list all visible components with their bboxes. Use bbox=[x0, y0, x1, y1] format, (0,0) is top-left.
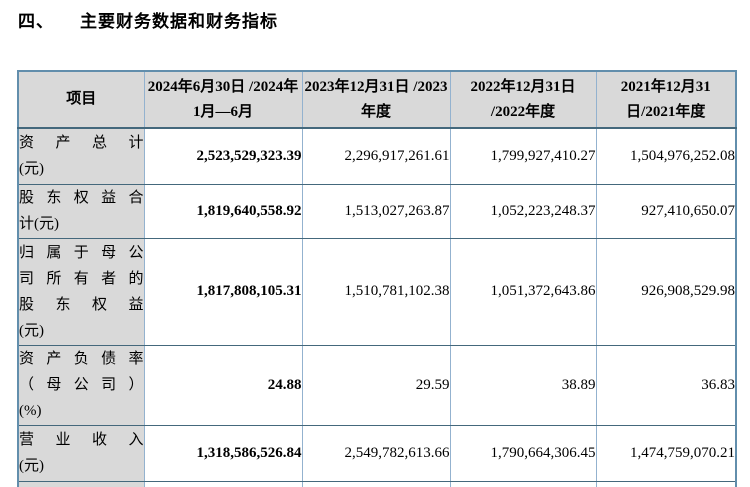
row-label-cell: 营业收入 (元) bbox=[17, 424, 145, 482]
section-title-text: 主要财务数据和财务指标 bbox=[80, 12, 278, 31]
value-cell: 38.89 bbox=[449, 344, 597, 426]
value-cell: 1,510,781,102.38 bbox=[301, 237, 451, 346]
row-label-line: 资产总计 bbox=[19, 135, 144, 152]
financial-table: 项目 2024年6月30日 /2024年1月—6月 2023年12月31日 /2… bbox=[17, 70, 737, 487]
table-row-total-equity: 股东权益合 计(元) 1,819,640,558.92 1,513,027,26… bbox=[17, 183, 737, 239]
table-row-revenue: 营业收入 (元) 1,318,586,526.84 2,549,782,613.… bbox=[17, 424, 737, 482]
header-line: 2022年12月31日 bbox=[470, 78, 576, 95]
row-label-line: （母公司） bbox=[19, 377, 144, 393]
table-row-parent-equity: 归属于母公 司所有者的 股东权益 (元) 1,817,808,105.31 1,… bbox=[17, 237, 737, 346]
value-cell bbox=[449, 480, 597, 487]
value-cell: 1,318,586,526.84 bbox=[143, 424, 303, 482]
column-header-2022: 2022年12月31日 /2022年度 bbox=[449, 70, 597, 129]
value-cell: 2,296,917,261.61 bbox=[301, 127, 451, 185]
table-row-debt-ratio: 资产负债率 （母公司） (%) 24.88 29.59 38.89 36.83 bbox=[17, 344, 737, 426]
column-header-2024: 2024年6月30日 /2024年1月—6月 bbox=[143, 70, 303, 129]
row-label-line: 司所有者的 bbox=[19, 270, 144, 287]
value-cell: 1,817,808,105.31 bbox=[143, 237, 303, 346]
value-cell: 29.59 bbox=[301, 344, 451, 426]
header-line: 日/2021年度 bbox=[626, 103, 706, 120]
header-row: 项目 2024年6月30日 /2024年1月—6月 2023年12月31日 /2… bbox=[17, 70, 737, 129]
value-cell: 927,410,650.07 bbox=[595, 183, 737, 239]
row-label-line: 计(元) bbox=[19, 216, 59, 232]
value-cell: 1,504,976,252.08 bbox=[595, 127, 737, 185]
value-cell: 1,474,759,070.21 bbox=[595, 424, 737, 482]
table-row-partial bbox=[17, 480, 737, 487]
row-label-line: 归属于母公 bbox=[19, 244, 144, 261]
value-cell: 2,549,782,613.66 bbox=[301, 424, 451, 482]
row-label-line: (%) bbox=[19, 403, 42, 419]
value-cell: 1,052,223,248.37 bbox=[449, 183, 597, 239]
column-header-2023: 2023年12月31日 /2023年度 bbox=[301, 70, 451, 129]
value-cell: 1,799,927,410.27 bbox=[449, 127, 597, 185]
value-cell: 1,790,664,306.45 bbox=[449, 424, 597, 482]
value-cell: 926,908,529.98 bbox=[595, 237, 737, 346]
row-label-line: 股东权益 bbox=[19, 296, 144, 313]
row-label-cell: 资产负债率 （母公司） (%) bbox=[17, 344, 145, 426]
value-cell: 1,051,372,643.86 bbox=[449, 237, 597, 346]
value-cell bbox=[143, 480, 303, 487]
value-cell bbox=[595, 480, 737, 487]
row-label-cell: 股东权益合 计(元) bbox=[17, 183, 145, 239]
header-line: 2024年6月30日 bbox=[147, 78, 246, 95]
row-label-line: 股东权益合 bbox=[19, 190, 144, 206]
row-label-line: (元) bbox=[19, 161, 44, 178]
value-cell bbox=[301, 480, 451, 487]
row-label-line: (元) bbox=[19, 458, 44, 474]
value-cell: 36.83 bbox=[595, 344, 737, 426]
table-row-total-assets: 资产总计 (元) 2,523,529,323.39 2,296,917,261.… bbox=[17, 127, 737, 185]
column-header-2021: 2021年12月31 日/2021年度 bbox=[595, 70, 737, 129]
header-line: /2024年1月—6月 bbox=[192, 78, 299, 120]
row-label-line: 营业收入 bbox=[19, 432, 144, 448]
value-cell: 1,513,027,263.87 bbox=[301, 183, 451, 239]
row-label-cell: 资产总计 (元) bbox=[17, 127, 145, 185]
row-label-cell: 归属于母公 司所有者的 股东权益 (元) bbox=[17, 237, 145, 346]
value-cell: 24.88 bbox=[143, 344, 303, 426]
value-cell: 2,523,529,323.39 bbox=[143, 127, 303, 185]
section-title: 四、 主要财务数据和财务指标 bbox=[18, 7, 278, 32]
column-header-item: 项目 bbox=[17, 70, 145, 129]
header-line: 2023年12月31日 bbox=[304, 78, 410, 95]
header-line: /2022年度 bbox=[490, 103, 556, 120]
row-label-line: (元) bbox=[19, 322, 44, 339]
header-line: 2021年12月31 bbox=[620, 78, 711, 95]
value-cell: 1,819,640,558.92 bbox=[143, 183, 303, 239]
section-number: 四、 bbox=[18, 12, 54, 31]
row-label-line: 资产负债率 bbox=[19, 351, 144, 367]
row-label-cell bbox=[17, 480, 145, 487]
header-line: /2023年度 bbox=[360, 78, 448, 120]
